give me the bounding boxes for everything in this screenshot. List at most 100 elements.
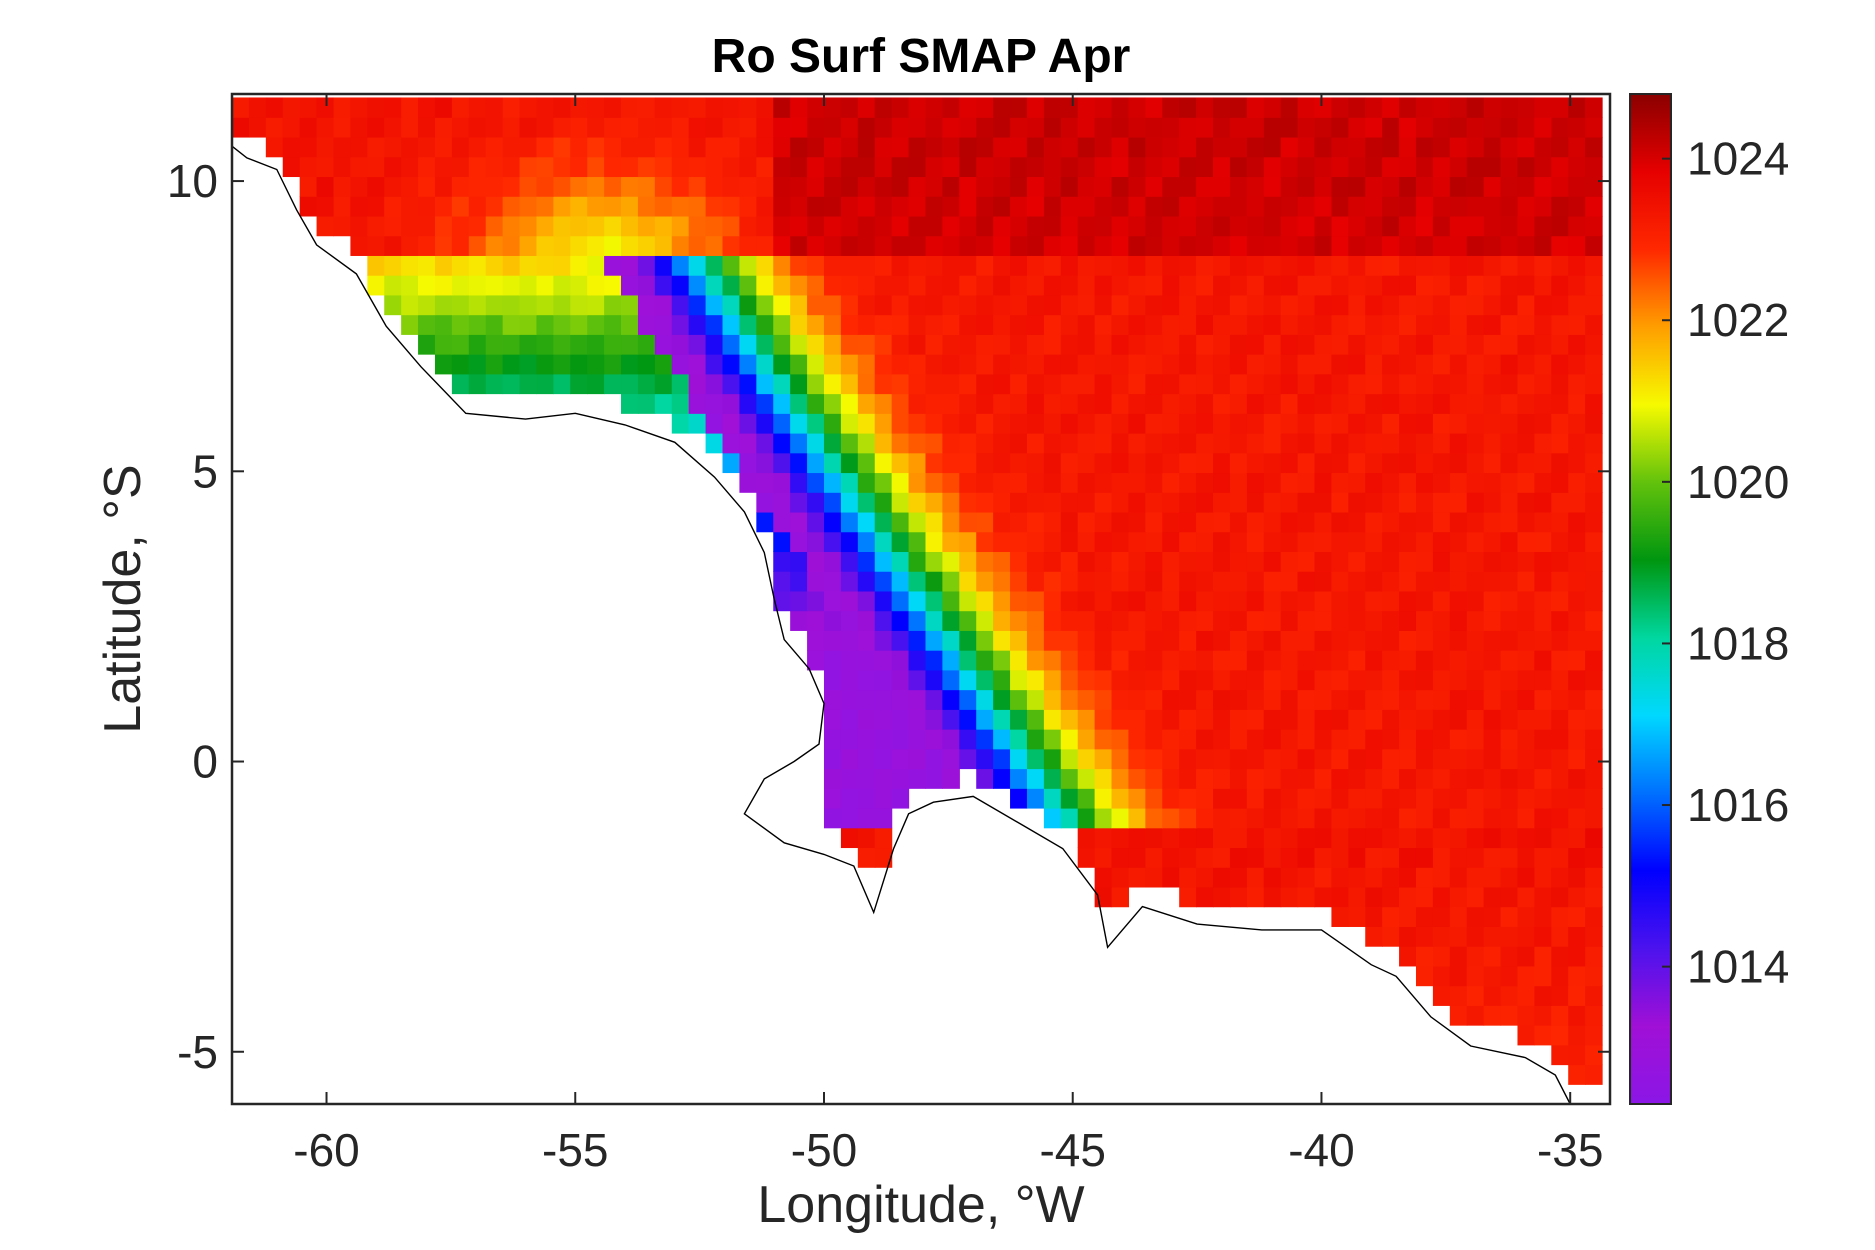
heatmap-cell <box>1534 985 1552 1006</box>
heatmap-cell <box>1466 906 1485 927</box>
heatmap-cell <box>1297 610 1316 631</box>
heatmap-cell <box>891 413 910 434</box>
heatmap-cell <box>959 650 977 671</box>
heatmap-cell <box>536 97 554 118</box>
heatmap-cell <box>993 748 1011 770</box>
heatmap-cell <box>1010 136 1028 158</box>
heatmap-cell <box>1500 275 1519 296</box>
heatmap-cell <box>756 176 774 197</box>
heatmap-cell <box>1449 215 1468 237</box>
heatmap-cell <box>840 255 859 276</box>
heatmap-cell <box>1399 354 1417 375</box>
heatmap-cell <box>840 630 859 651</box>
heatmap-cell <box>1517 255 1535 276</box>
heatmap-cell <box>1331 235 1349 256</box>
heatmap-cell <box>316 97 335 118</box>
heatmap-cell <box>485 196 504 217</box>
heatmap-cell <box>1196 610 1214 631</box>
heatmap-cell <box>756 235 774 256</box>
heatmap-cell <box>1568 1005 1586 1026</box>
heatmap-cell <box>1415 650 1434 671</box>
heatmap-cell <box>1534 531 1552 553</box>
heatmap-cell <box>1043 314 1062 335</box>
heatmap-cell <box>925 748 943 770</box>
heatmap-cell <box>587 156 605 178</box>
heatmap-cell <box>1077 452 1096 474</box>
heatmap-cell <box>1534 294 1552 316</box>
heatmap-cell <box>807 314 825 335</box>
heatmap-cell <box>1415 156 1434 178</box>
heatmap-cell <box>1111 215 1130 237</box>
heatmap-cell <box>1179 492 1197 513</box>
heatmap-cell <box>418 275 436 296</box>
heatmap-cell <box>1449 354 1468 375</box>
heatmap-cell <box>1348 452 1366 474</box>
heatmap-cell <box>976 136 994 158</box>
heatmap-cell <box>823 472 842 493</box>
heatmap-cell <box>418 176 436 197</box>
heatmap-cell <box>282 156 301 178</box>
heatmap-cell <box>1551 571 1569 592</box>
heatmap-cell <box>1348 650 1366 671</box>
heatmap-cell <box>1297 729 1316 750</box>
heatmap-cell <box>1263 571 1282 592</box>
heatmap-cell <box>976 156 994 178</box>
heatmap-cell <box>1145 452 1163 474</box>
heatmap-cell <box>1551 1025 1569 1046</box>
y-tick-label: -5 <box>177 1026 218 1078</box>
heatmap-cell <box>1449 827 1468 849</box>
heatmap-cell <box>1229 768 1248 789</box>
heatmap-cell <box>1213 729 1231 750</box>
heatmap-cell <box>908 511 927 533</box>
heatmap-cell <box>756 432 774 454</box>
heatmap-cell <box>722 373 741 395</box>
heatmap-cell <box>1534 689 1552 710</box>
heatmap-cell <box>671 393 690 414</box>
heatmap-cell <box>1432 393 1451 414</box>
heatmap-cell <box>1466 551 1485 572</box>
heatmap-cell <box>840 472 859 493</box>
heatmap-cell <box>823 275 842 296</box>
heatmap-cell <box>1466 571 1485 592</box>
heatmap-cell <box>925 314 943 335</box>
heatmap-cell <box>553 354 571 375</box>
heatmap-cell <box>570 156 588 178</box>
heatmap-cell <box>1415 965 1434 987</box>
heatmap-cell <box>1314 176 1333 197</box>
heatmap-cell <box>1263 156 1282 178</box>
heatmap-cell <box>1246 610 1265 631</box>
heatmap-cell <box>1415 807 1434 829</box>
heatmap-cell <box>1077 827 1096 849</box>
heatmap-cell <box>1415 176 1434 197</box>
heatmap-cell <box>519 294 538 316</box>
heatmap-cell <box>1568 196 1586 217</box>
heatmap-cell <box>367 156 385 178</box>
heatmap-cell <box>959 452 977 474</box>
heatmap-cell <box>418 97 436 118</box>
heatmap-cell <box>502 255 521 276</box>
heatmap-cell <box>1179 511 1197 533</box>
heatmap-cell <box>942 136 960 158</box>
heatmap-cell <box>519 97 538 118</box>
heatmap-cell <box>1043 669 1062 691</box>
heatmap-cell <box>1145 729 1163 750</box>
heatmap-cell <box>1246 255 1265 276</box>
heatmap-cell <box>1280 827 1299 849</box>
heatmap-cell <box>1196 630 1214 651</box>
heatmap-cell <box>1534 650 1552 671</box>
heatmap-cell <box>1196 334 1214 355</box>
heatmap-cell <box>654 176 673 197</box>
heatmap-cell <box>976 255 994 276</box>
heatmap-cell <box>485 373 504 395</box>
heatmap-cell <box>1551 768 1569 789</box>
heatmap-cell <box>1060 650 1079 671</box>
heatmap-cell <box>1179 275 1197 296</box>
heatmap-cell <box>1297 235 1316 256</box>
heatmap-cell <box>1229 255 1248 276</box>
heatmap-cell <box>1382 314 1400 335</box>
heatmap-cell <box>1246 492 1265 513</box>
heatmap-cell <box>1483 294 1502 316</box>
heatmap-cell <box>1026 492 1045 513</box>
heatmap-cell <box>1196 511 1214 533</box>
heatmap-cell <box>1517 926 1535 947</box>
